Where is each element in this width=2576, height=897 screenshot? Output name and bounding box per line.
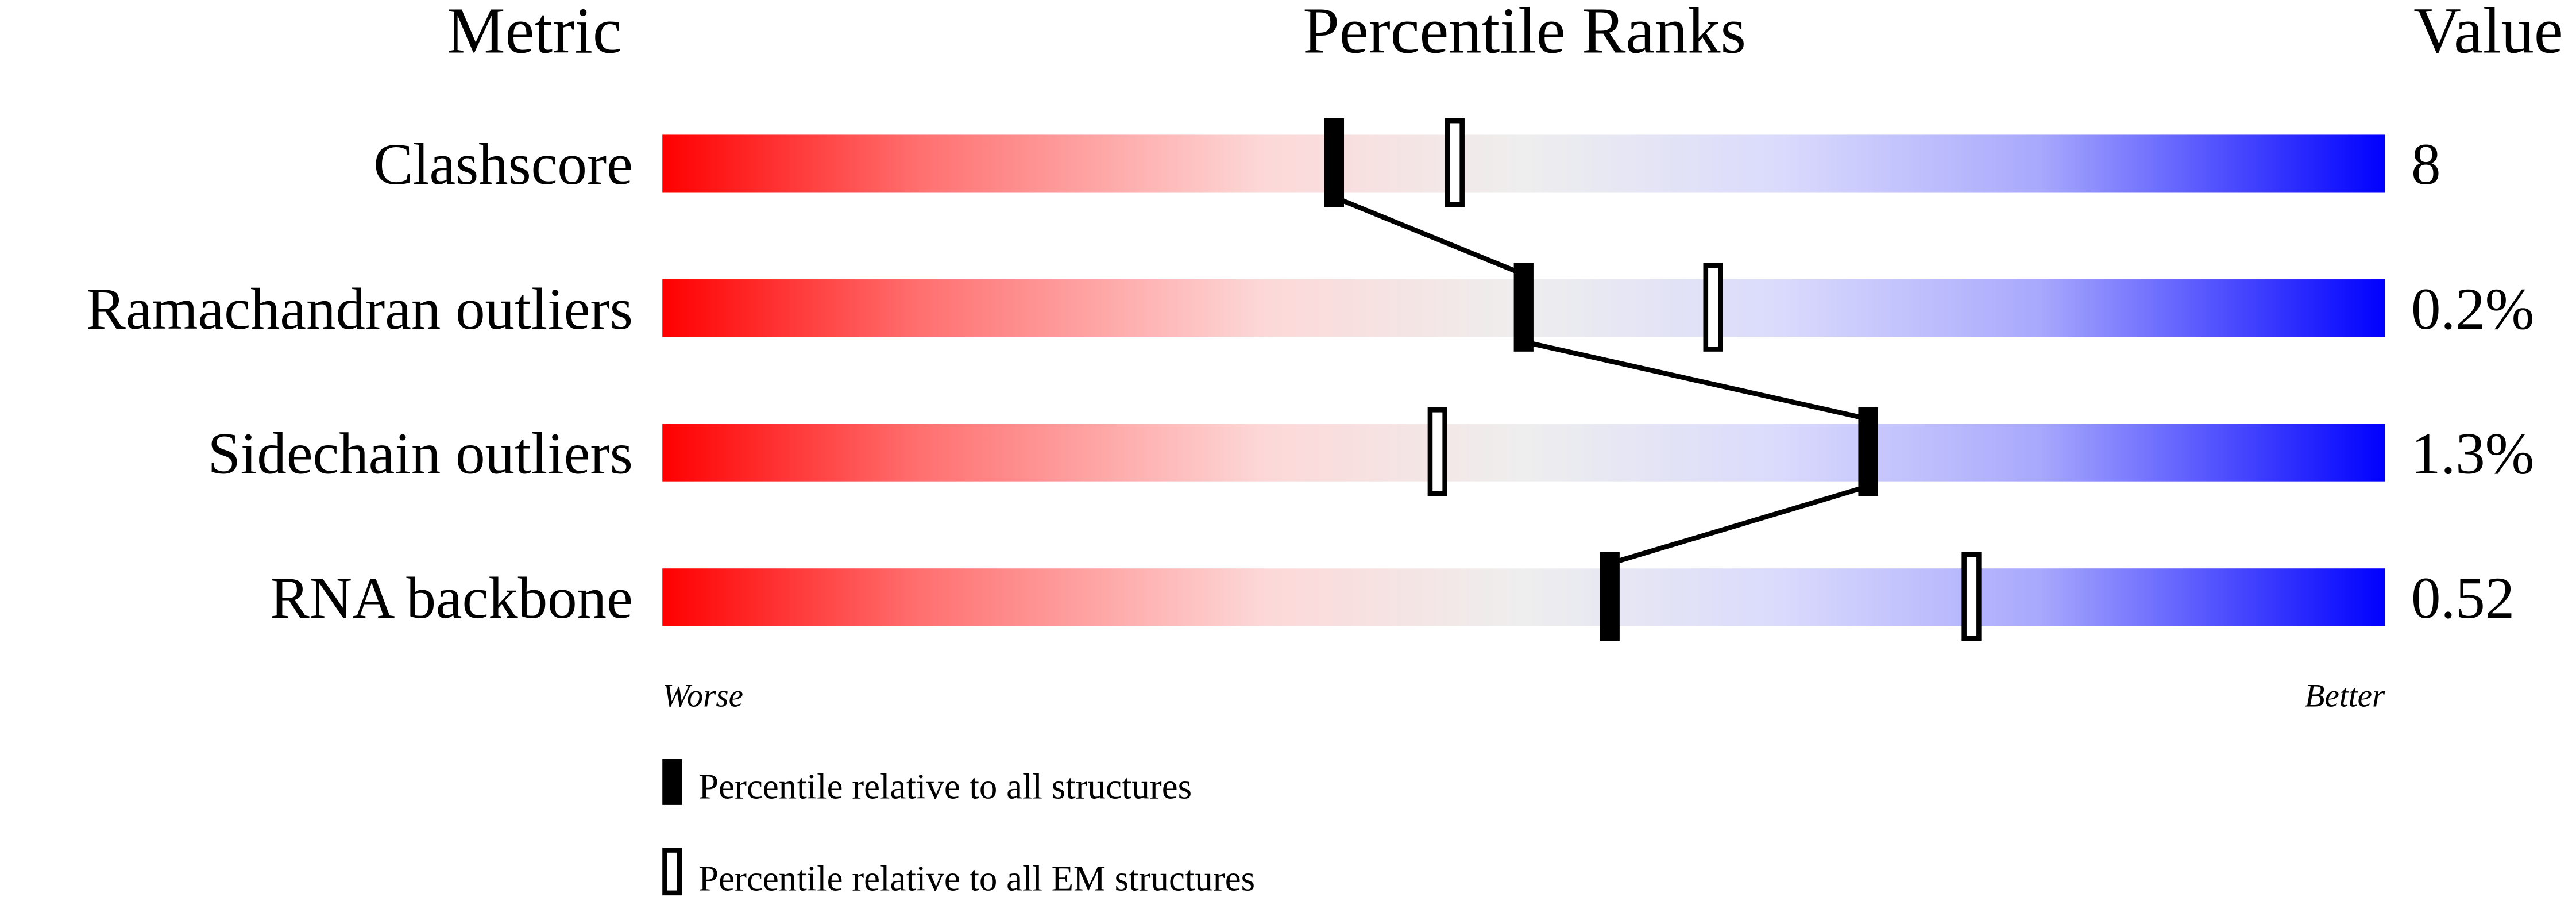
marker-em-structures <box>1427 407 1447 496</box>
legend-filled-marker <box>662 759 682 805</box>
header-metric: Metric <box>447 0 622 67</box>
marker-all-structures <box>1600 552 1620 641</box>
metric-label: RNA backbone <box>270 565 633 631</box>
axis-worse-label: Worse <box>662 677 743 714</box>
header-percentile-ranks: Percentile Ranks <box>1303 0 1746 67</box>
connector-line <box>1523 339 1869 422</box>
axis-better-label: Better <box>2305 677 2385 714</box>
marker-all-structures <box>1858 407 1878 496</box>
percentile-bar <box>662 134 2385 193</box>
connector-line <box>1609 484 1869 566</box>
marker-all-structures <box>1513 263 1534 352</box>
percentile-bar <box>662 568 2385 626</box>
metric-value: 0.2% <box>2411 276 2534 342</box>
marker-em-structures <box>1703 263 1723 352</box>
metric-value: 1.3% <box>2411 421 2534 486</box>
metric-label: Sidechain outliers <box>208 421 633 486</box>
marker-em-structures <box>1961 552 1982 641</box>
metric-label: Ramachandran outliers <box>86 276 633 342</box>
metric-label: Clashscore <box>373 132 633 197</box>
percentile-bar <box>662 424 2385 482</box>
marker-em-structures <box>1445 118 1465 207</box>
header-value: Value <box>2413 0 2563 67</box>
marker-all-structures <box>1324 118 1345 207</box>
metric-value: 8 <box>2411 132 2440 197</box>
connector-line <box>1333 195 1525 277</box>
legend-open-marker <box>662 848 682 896</box>
metric-value: 0.52 <box>2411 565 2515 631</box>
legend-filled-label: Percentile relative to all structures <box>698 766 1192 806</box>
legend-open-label: Percentile relative to all EM structures <box>698 858 1255 897</box>
